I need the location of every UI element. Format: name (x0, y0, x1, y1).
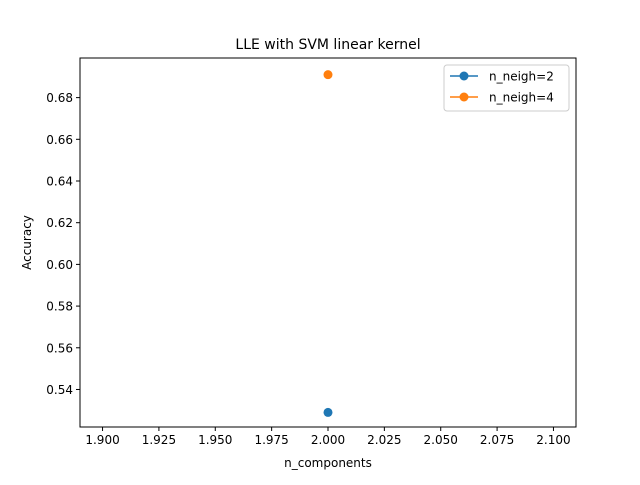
x-tick-label: 1.950 (198, 433, 232, 447)
x-tick-label: 2.000 (311, 433, 345, 447)
y-tick-label: 0.68 (46, 91, 73, 105)
y-tick-label: 0.66 (46, 133, 73, 147)
legend-label-2: n_neigh=4 (489, 91, 554, 105)
data-points (323, 70, 333, 417)
chart-title: LLE with SVM linear kernel (235, 37, 420, 53)
x-tick-label: 1.900 (85, 433, 119, 447)
x-tick-label: 2.075 (480, 433, 514, 447)
legend: n_neigh=2 n_neigh=4 (443, 64, 570, 112)
legend-label-1: n_neigh=2 (489, 70, 554, 84)
y-tick-label: 0.60 (46, 258, 73, 272)
plot-frame (79, 57, 577, 428)
legend-marker-1 (459, 71, 469, 81)
legend-marker-2 (459, 92, 469, 102)
y-tick-label: 0.54 (46, 383, 73, 397)
y-tick-label: 0.64 (46, 175, 73, 189)
x-tick-label: 2.100 (536, 433, 570, 447)
data-point-series-2 (323, 70, 333, 80)
x-axis-ticks: 1.900 1.925 1.950 1.975 2.000 2.025 2.050 2.075… (85, 427, 571, 447)
y-axis-label: Accuracy (20, 215, 34, 270)
y-tick-label: 0.56 (46, 341, 73, 355)
x-tick-label: 1.975 (254, 433, 288, 447)
x-axis-label: n_components (284, 456, 372, 470)
x-tick-label: 1.925 (142, 433, 176, 447)
y-axis-ticks: 0.54 0.56 0.58 0.60 0.62 0.64 0.66 0.68 (46, 91, 80, 397)
x-tick-label: 2.050 (424, 433, 458, 447)
y-tick-label: 0.58 (46, 300, 73, 314)
data-point-series-1 (323, 407, 333, 417)
x-tick-label: 2.025 (367, 433, 401, 447)
y-tick-label: 0.62 (46, 216, 73, 230)
